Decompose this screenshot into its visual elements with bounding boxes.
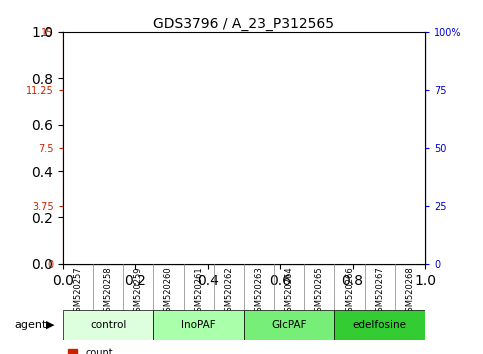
- Bar: [334, 310, 425, 340]
- Bar: [403, 206, 417, 264]
- Bar: [373, 114, 386, 264]
- Bar: [162, 206, 175, 210]
- Bar: [101, 157, 115, 264]
- Bar: [71, 204, 85, 207]
- Bar: [63, 310, 154, 340]
- Bar: [192, 215, 205, 264]
- Text: GSM520259: GSM520259: [134, 266, 143, 317]
- Bar: [252, 204, 266, 207]
- Text: control: control: [90, 320, 126, 330]
- Bar: [244, 310, 334, 340]
- Bar: [313, 193, 326, 196]
- Text: ▶: ▶: [46, 320, 55, 330]
- Text: GSM520268: GSM520268: [405, 266, 414, 317]
- Text: GSM520260: GSM520260: [164, 266, 173, 317]
- Title: GDS3796 / A_23_P312565: GDS3796 / A_23_P312565: [154, 17, 334, 31]
- Text: agent: agent: [14, 320, 47, 330]
- Text: InoPAF: InoPAF: [181, 320, 216, 330]
- Bar: [343, 225, 356, 264]
- Bar: [252, 151, 266, 264]
- Text: GSM520263: GSM520263: [255, 266, 264, 317]
- Text: GSM520266: GSM520266: [345, 266, 354, 317]
- Bar: [162, 166, 175, 264]
- Bar: [343, 223, 356, 227]
- Bar: [373, 219, 386, 222]
- Bar: [222, 125, 236, 264]
- Text: GSM520257: GSM520257: [73, 266, 83, 317]
- Text: GSM520258: GSM520258: [103, 266, 113, 317]
- Bar: [101, 200, 115, 204]
- Text: GSM520262: GSM520262: [224, 266, 233, 317]
- Text: GlcPAF: GlcPAF: [271, 320, 307, 330]
- Bar: [283, 129, 296, 264]
- Bar: [192, 223, 205, 227]
- Bar: [154, 310, 244, 340]
- Bar: [313, 132, 326, 264]
- Text: GSM520265: GSM520265: [315, 266, 324, 317]
- Legend: count, percentile rank within the sample: count, percentile rank within the sample: [68, 348, 250, 354]
- Bar: [283, 193, 296, 196]
- Bar: [222, 182, 236, 185]
- Text: GSM520261: GSM520261: [194, 266, 203, 317]
- Bar: [403, 216, 417, 219]
- Text: GSM520267: GSM520267: [375, 266, 384, 317]
- Bar: [71, 157, 85, 264]
- Text: edelfosine: edelfosine: [353, 320, 407, 330]
- Bar: [131, 177, 145, 181]
- Text: GSM520264: GSM520264: [284, 266, 294, 317]
- Bar: [131, 57, 145, 264]
